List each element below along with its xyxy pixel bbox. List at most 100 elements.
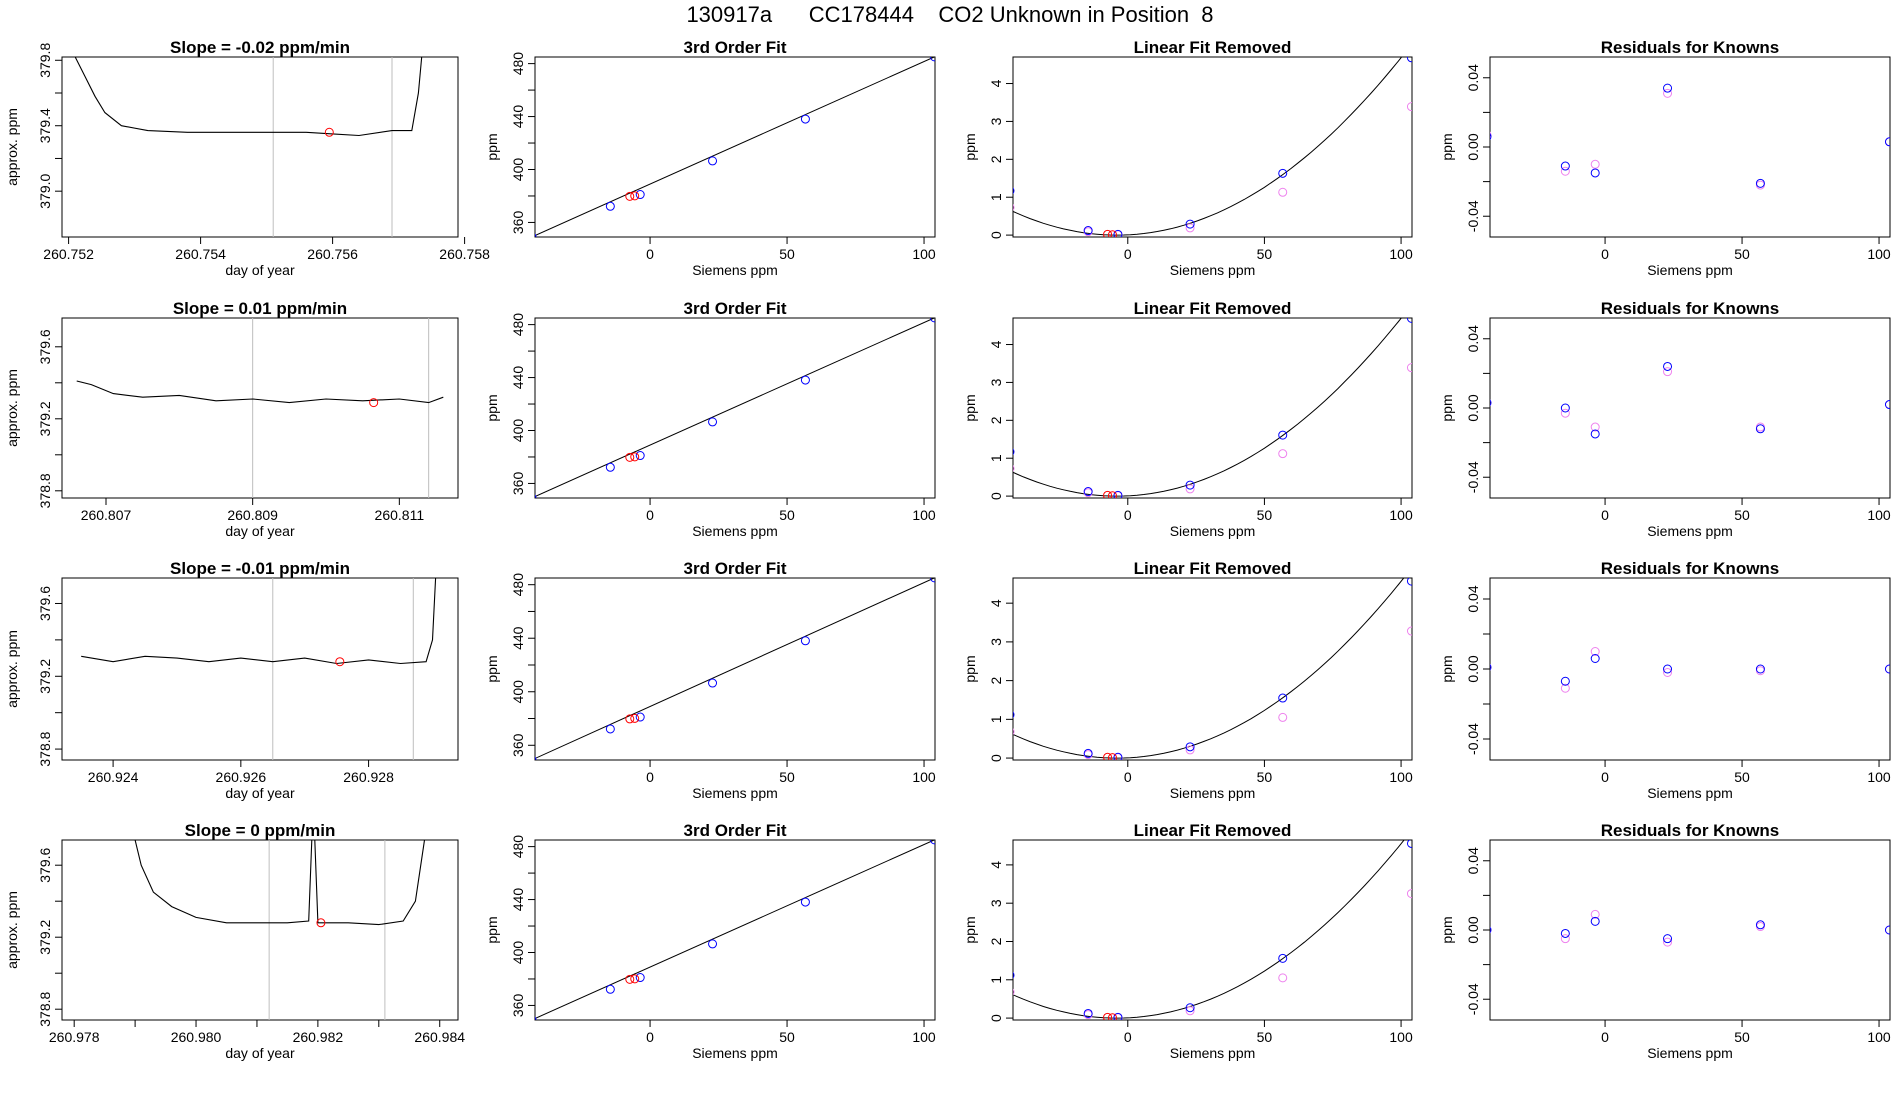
blue-point bbox=[1113, 1012, 1123, 1020]
standard-point bbox=[929, 578, 935, 583]
x-tick-label: 50 bbox=[1257, 769, 1273, 785]
fit-line bbox=[535, 318, 935, 498]
y-tick-label: 0.00 bbox=[1465, 916, 1481, 943]
x-axis-label: Siemens ppm bbox=[1170, 1045, 1256, 1061]
blue-point bbox=[1490, 133, 1492, 140]
y-axis-label: approx. ppm bbox=[4, 369, 20, 447]
magenta-point bbox=[1406, 626, 1412, 636]
x-axis-label: day of year bbox=[225, 262, 295, 278]
standard-point bbox=[635, 451, 645, 461]
y-axis-label: ppm bbox=[1439, 655, 1455, 682]
standard-point bbox=[708, 939, 718, 949]
x-tick-label: 260.926 bbox=[216, 769, 267, 785]
unknown-point bbox=[1103, 490, 1113, 498]
blue-point bbox=[1490, 926, 1492, 934]
panel-title: Linear Fit Removed bbox=[1134, 299, 1292, 318]
x-tick-label: 260.756 bbox=[307, 246, 358, 262]
x-tick-label: 50 bbox=[1734, 1029, 1750, 1045]
x-tick-label: 260.928 bbox=[343, 769, 394, 785]
y-tick-label: 400 bbox=[510, 158, 526, 182]
x-tick-label: 0 bbox=[1601, 246, 1609, 262]
blue-point bbox=[1560, 928, 1570, 938]
blue-point bbox=[1083, 1008, 1093, 1018]
standard-point bbox=[708, 156, 718, 166]
x-axis-label: day of year bbox=[225, 1045, 295, 1061]
x-tick-label: 260.758 bbox=[439, 246, 490, 262]
magenta-point bbox=[1663, 88, 1673, 98]
blue-point bbox=[1083, 748, 1093, 758]
blue-point bbox=[1884, 664, 1890, 674]
y-tick-label: 0.00 bbox=[1465, 133, 1481, 160]
plot-frame bbox=[61, 317, 459, 499]
plot-frame bbox=[1489, 839, 1891, 1021]
fit-line bbox=[535, 578, 935, 760]
magenta-point bbox=[1185, 484, 1195, 494]
trace-line bbox=[76, 380, 444, 404]
standard-point bbox=[535, 494, 537, 498]
x-tick-label: 50 bbox=[1257, 1029, 1273, 1045]
x-tick-label: 0 bbox=[1601, 507, 1609, 523]
x-tick-label: 260.752 bbox=[43, 246, 94, 262]
y-tick-label: 379.2 bbox=[37, 401, 53, 436]
panel-title: 3rd Order Fit bbox=[684, 821, 787, 840]
unknown-point bbox=[1107, 491, 1117, 498]
blue-point bbox=[1490, 663, 1492, 671]
y-tick-label: 1 bbox=[988, 715, 1004, 723]
panel-title: Slope = 0.01 ppm/min bbox=[173, 299, 347, 318]
standard-point bbox=[929, 318, 935, 323]
fit-curve bbox=[1013, 57, 1403, 236]
x-tick-label: 260.811 bbox=[375, 507, 425, 523]
y-axis-label: ppm bbox=[484, 394, 500, 421]
fit-line bbox=[535, 57, 935, 237]
x-tick-label: 50 bbox=[1734, 246, 1750, 262]
plot-area bbox=[535, 318, 935, 498]
blue-point bbox=[1406, 840, 1412, 848]
panel-r1-c0: Slope = 0.01 ppm/min 260.807 260.809 260.81… bbox=[4, 299, 459, 539]
y-tick-label: 2 bbox=[988, 677, 1004, 685]
y-tick-label: -0.04 bbox=[1465, 983, 1481, 1015]
standard-point bbox=[635, 712, 645, 722]
x-tick-label: 260.924 bbox=[88, 769, 139, 785]
magenta-point bbox=[1560, 408, 1570, 418]
magenta-point bbox=[1406, 889, 1412, 899]
x-tick-label: 100 bbox=[912, 769, 936, 785]
x-tick-label: 50 bbox=[779, 769, 795, 785]
x-tick-label: 50 bbox=[779, 246, 795, 262]
y-axis-label: ppm bbox=[1439, 916, 1455, 943]
unknown-point bbox=[625, 452, 635, 462]
panel-r2-c0: Slope = -0.01 ppm/min 260.924 260.926 260.9… bbox=[4, 559, 459, 801]
panel-r2-c2: Linear Fit Removed 0 50 100 0 1 2 3 4 Siemens ppm… bbox=[962, 559, 1413, 801]
blue-point bbox=[1185, 1003, 1195, 1013]
x-axis-label: Siemens ppm bbox=[692, 523, 778, 539]
blue-point bbox=[1490, 399, 1492, 407]
plot-frame bbox=[61, 577, 459, 761]
magenta-point bbox=[1406, 102, 1412, 112]
blue-point bbox=[1755, 424, 1765, 434]
blue-point bbox=[1185, 480, 1195, 490]
standard-point bbox=[535, 1016, 537, 1020]
y-axis-label: ppm bbox=[1439, 133, 1455, 160]
blue-point bbox=[1884, 400, 1890, 410]
x-tick-label: 50 bbox=[779, 1029, 795, 1045]
y-axis-label: ppm bbox=[962, 133, 978, 160]
panel-title: Residuals for Knowns bbox=[1601, 38, 1780, 57]
highlight-point bbox=[316, 918, 326, 928]
x-tick-label: 0 bbox=[1124, 1029, 1132, 1045]
y-tick-label: 379.6 bbox=[37, 329, 53, 364]
blue-point bbox=[1013, 448, 1015, 456]
blue-point bbox=[1185, 742, 1195, 752]
x-tick-label: 0 bbox=[646, 769, 654, 785]
x-tick-label: 50 bbox=[1257, 507, 1273, 523]
y-tick-label: 4 bbox=[988, 599, 1004, 607]
x-tick-label: 50 bbox=[1734, 769, 1750, 785]
standard-point bbox=[605, 984, 615, 994]
y-tick-label: 2 bbox=[988, 937, 1004, 945]
blue-point bbox=[1013, 971, 1015, 979]
y-tick-label: 0 bbox=[988, 492, 1004, 500]
standard-point bbox=[800, 636, 810, 646]
y-tick-label: -0.04 bbox=[1465, 200, 1481, 232]
plot-frame bbox=[1012, 56, 1413, 238]
x-tick-label: 0 bbox=[1124, 507, 1132, 523]
blue-point bbox=[1755, 920, 1765, 930]
